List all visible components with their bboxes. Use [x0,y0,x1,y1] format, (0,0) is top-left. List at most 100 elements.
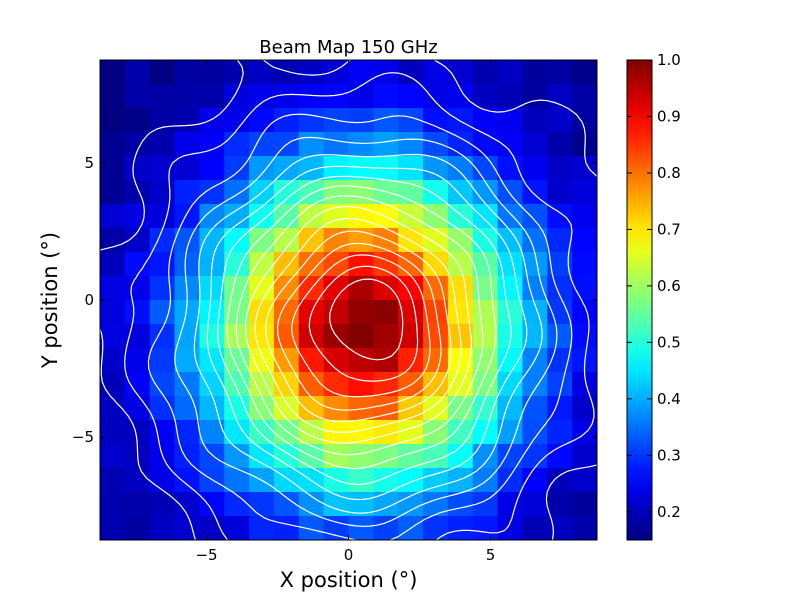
heatmap-cell [249,492,275,517]
heatmap-cell [572,60,597,85]
heatmap-cell [348,468,374,493]
heatmap-cell [447,60,474,85]
heatmap-cell [298,420,325,445]
heatmap-cell [249,132,275,157]
heatmap-cell [522,516,548,540]
heatmap-cell [174,132,200,157]
heatmap-cell [199,84,225,109]
heatmap-cell [249,60,275,85]
heatmap-cell [149,84,176,109]
heatmap-cell [497,156,524,181]
heatmap-cell [472,396,499,421]
heatmap-cell [522,204,548,229]
heatmap-cell [124,300,151,325]
heatmap-cell [423,324,449,349]
heatmap-cell [373,60,399,85]
contour-line [193,153,543,514]
heatmap-cell [398,444,424,469]
heatmap-cell [149,204,176,229]
heatmap-cell [348,60,374,85]
heatmap-cell [497,516,524,540]
heatmap-cell [572,228,597,253]
colorbar-tick-label: 0.3 [657,446,681,464]
heatmap-cell [547,108,573,133]
heatmap-cell [373,108,399,133]
heatmap-cell [497,228,524,253]
heatmap-cell [174,468,200,493]
heatmap-cell [572,492,597,517]
heatmap-cell [298,108,325,133]
heatmap-cell [273,60,300,85]
heatmap-cell [100,108,126,133]
heatmap-cell [423,468,449,493]
heatmap-cell [273,372,300,397]
heatmap-cell [100,372,126,397]
heatmap-cell [249,252,275,277]
heatmap-cell [100,156,126,181]
heatmap-cell [149,348,176,373]
heatmap-cell [547,132,573,157]
heatmap-cell [373,516,399,540]
heatmap-cell [472,252,499,277]
heatmap-cell [199,516,225,540]
heatmap-cell [447,132,474,157]
heatmap-cell [398,252,424,277]
y-axis-ticks: −5 0 5 [72,154,597,446]
heatmap-cell [472,84,499,109]
heatmap-cell [348,132,374,157]
heatmap-cell [298,516,325,540]
contour-lines [100,60,597,540]
contour-line [276,242,442,411]
heatmap-cell [224,180,250,205]
heatmap-cell [572,252,597,277]
heatmap-cell [373,276,399,301]
heatmap-cell [124,420,151,445]
heatmap-cell [472,468,499,493]
heatmap-cell [124,204,151,229]
heatmap-cell [273,396,300,421]
heatmap-cell [497,60,524,85]
heatmap-cell [497,468,524,493]
heatmap-cell [249,300,275,325]
heatmap-cell [572,468,597,493]
heatmap-cell [199,348,225,373]
heatmap-cell [323,204,350,229]
heatmap-cell [100,84,126,109]
heatmap-cell [398,468,424,493]
colorbar-tick-label: 0.2 [657,503,681,521]
heatmap-cell [447,180,474,205]
heatmap-cell [149,492,176,517]
heatmap-cell [398,348,424,373]
heatmap-cell [100,324,126,349]
heatmap-cell [149,60,176,85]
heatmap-cell [149,372,176,397]
heatmap-cell [447,108,474,133]
heatmap-cell [423,180,449,205]
heatmap-cell [199,108,225,133]
heatmap-cell [224,156,250,181]
heatmap-cell [273,228,300,253]
heatmap-cell [174,396,200,421]
heatmap-cell [224,348,250,373]
heatmap-cell [348,180,374,205]
heatmap-cell [149,180,176,205]
heatmap-cell [124,156,151,181]
heatmap-cell [497,180,524,205]
contour-line [147,113,573,540]
heatmap-cell [100,348,126,373]
heatmap-cell [273,276,300,301]
heatmap-cell [522,396,548,421]
heatmap-cell [522,108,548,133]
heatmap-cell [572,444,597,469]
contour-line [244,205,472,444]
heatmap-cell [100,420,126,445]
heatmap-cell [124,372,151,397]
heatmap-cell [323,492,350,517]
heatmap-cell [273,348,300,373]
heatmap-cell [472,324,499,349]
heatmap-cell [273,84,300,109]
heatmap-cell [398,84,424,109]
contour-line [174,136,558,527]
heatmap-cell [423,156,449,181]
heatmap-cell [199,156,225,181]
